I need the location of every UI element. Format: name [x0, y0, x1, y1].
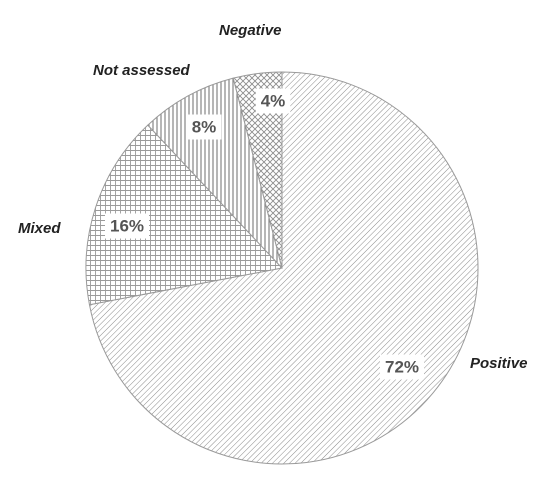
slices-layer [85, 71, 479, 465]
labels-layer: 72% 16% 8% 4% Positive Mixed Not assessed Negat… [18, 22, 528, 380]
pct-label-group-positive: 72% [380, 354, 424, 380]
pie-slice-not-assessed [147, 77, 283, 269]
pct-label-positive: 72% [385, 358, 419, 377]
pie-slice-negative [232, 71, 283, 269]
pct-label-bg-not-assessed [186, 114, 222, 140]
pie-slice-mixed [85, 124, 283, 306]
pct-label-group-not-assessed: 8% [186, 114, 222, 140]
pct-label-bg-positive [380, 354, 424, 380]
pct-label-group-negative: 4% [255, 88, 291, 114]
category-label-positive: Positive [470, 355, 528, 372]
category-label-not-assessed: Not assessed [93, 62, 191, 79]
pct-label-not-assessed: 8% [192, 118, 217, 137]
category-label-negative: Negative [219, 22, 282, 39]
category-label-mixed: Mixed [18, 220, 61, 237]
pct-label-group-mixed: 16% [105, 213, 149, 239]
pct-label-mixed: 16% [110, 217, 144, 236]
pct-label-bg-mixed [105, 213, 149, 239]
pct-label-bg-negative [255, 88, 291, 114]
pct-label-negative: 4% [261, 92, 286, 111]
